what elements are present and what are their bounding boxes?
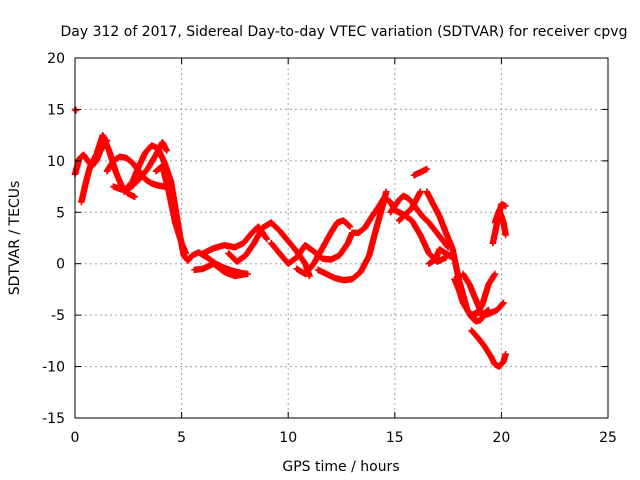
x-tick-labels: 0 5 10 15 20 25 [71, 430, 617, 446]
series-arc-9 [199, 223, 271, 257]
series-arc-11 [267, 194, 450, 267]
series-arc-10 [225, 219, 313, 280]
data-point [72, 107, 80, 114]
series-arc-13 [314, 188, 390, 284]
x-tick-label: 0 [71, 430, 80, 446]
series-arc-15 [395, 188, 424, 224]
x-tick-label: 20 [492, 430, 510, 446]
data-point [417, 188, 424, 195]
data-point [346, 223, 354, 230]
y-tick-label: -5 [51, 308, 65, 324]
data-point [491, 270, 499, 278]
data-point [263, 235, 271, 243]
series-arc-22 [472, 270, 499, 319]
data-point [163, 147, 170, 154]
y-tick-label: 10 [47, 154, 65, 170]
x-tick-label: 5 [177, 430, 186, 446]
data-point [242, 270, 249, 278]
series-arc-7 [152, 162, 190, 257]
data-point [182, 250, 190, 257]
grid [75, 58, 608, 418]
y-tick-labels: -15 -10 -5 0 5 10 15 20 [42, 51, 65, 427]
series-arc-8 [191, 260, 249, 280]
x-tick-label: 25 [599, 430, 617, 446]
data-point [485, 306, 492, 314]
y-tick-label: 20 [47, 51, 65, 67]
series-arc-24 [491, 207, 509, 239]
data-point [345, 222, 353, 230]
data-point [502, 231, 509, 239]
y-tick-label: 0 [56, 257, 65, 273]
y-tick-label: 5 [56, 205, 65, 221]
data-point [502, 351, 509, 358]
plot-frame [74, 57, 609, 419]
y-axis-label: SDTVAR / TECUs [7, 181, 23, 296]
series-arc-12 [293, 217, 354, 278]
x-axis-label: GPS time / hours [282, 459, 399, 475]
axis-ticks [74, 57, 609, 419]
data-point [449, 254, 456, 261]
data-points [71, 106, 509, 370]
data-point [383, 188, 390, 195]
data-point [306, 272, 313, 280]
data-point [423, 165, 430, 173]
x-tick-label: 15 [386, 430, 404, 446]
series-arc-14 [387, 192, 452, 251]
x-tick-label: 10 [279, 430, 297, 446]
series-arc-18 [425, 246, 456, 267]
series-arc-16 [410, 165, 430, 179]
series-arc-21 [468, 327, 509, 370]
data-point [500, 299, 507, 306]
data-point [502, 202, 509, 210]
chart-title: Day 312 of 2017, Sidereal Day-to-day VTE… [61, 24, 628, 40]
y-tick-label: -15 [42, 411, 65, 427]
data-point [131, 193, 138, 201]
y-tick-label: -10 [42, 360, 65, 376]
y-tick-label: 15 [47, 102, 65, 118]
